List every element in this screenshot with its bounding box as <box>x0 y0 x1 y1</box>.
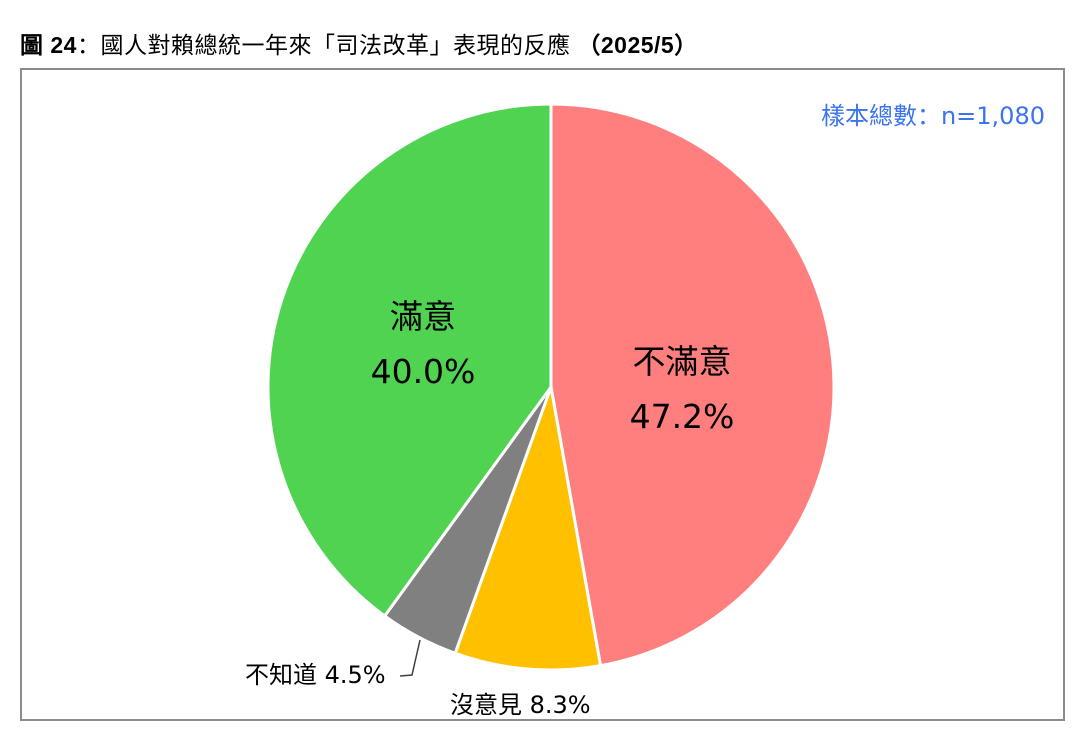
slice-no-opinion <box>453 385 603 672</box>
label-dissatisfied: 不滿意 47.2% <box>622 345 742 433</box>
sample-size-label: 樣本總數：n=1,080 <box>820 102 1045 130</box>
label-dont-know: 不知道 4.5% <box>245 661 386 689</box>
label-dissatisfied-name: 不滿意 <box>632 342 732 381</box>
label-satisfied-value: 40.0% <box>370 352 476 391</box>
chart-frame <box>20 68 1065 721</box>
slice-satisfied <box>266 102 553 618</box>
chart-title: 圖 24：國人對賴總統一年來「司法改革」表現的反應 （2025/5） <box>20 32 698 58</box>
label-dissatisfied-value: 47.2% <box>629 397 735 436</box>
label-satisfied-name: 滿意 <box>390 297 456 336</box>
dont-know-leader-line <box>399 639 421 677</box>
label-no-opinion: 沒意見 8.3% <box>450 691 591 719</box>
slice-dissatisfied <box>549 102 836 668</box>
label-satisfied: 滿意 40.0% <box>363 300 483 388</box>
